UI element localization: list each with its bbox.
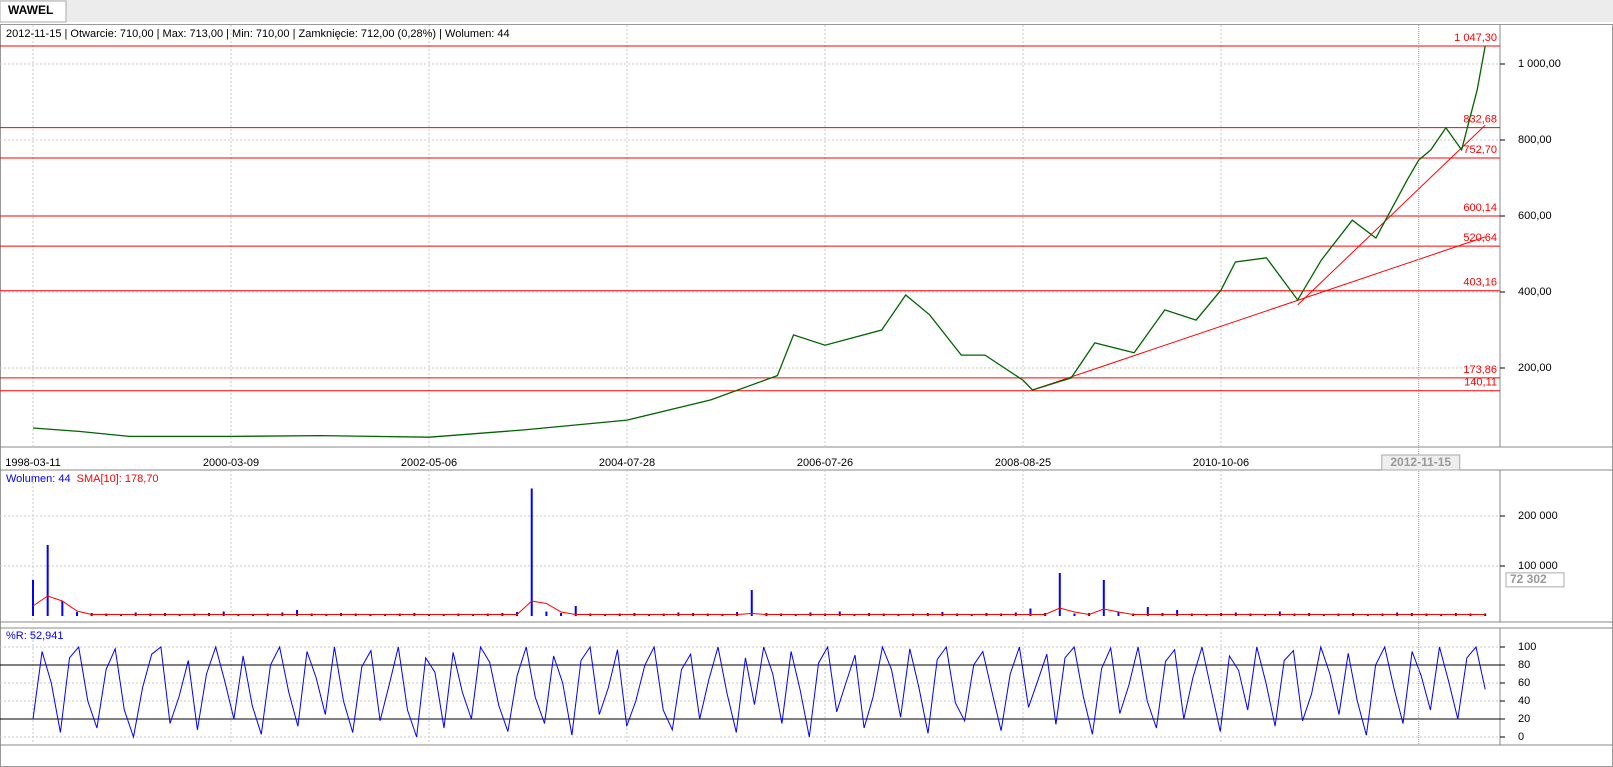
x-tick-label: 2002-05-06 bbox=[401, 457, 457, 469]
volume-bar bbox=[1117, 612, 1120, 616]
x-tick-label: 2008-08-25 bbox=[995, 457, 1051, 469]
volume-bar bbox=[369, 614, 372, 616]
volume-bar bbox=[838, 611, 841, 616]
current-value-label: 72 302 bbox=[1510, 572, 1547, 586]
x-tick-label: 1998-03-11 bbox=[5, 457, 60, 469]
volume-bar bbox=[32, 580, 34, 616]
y-tick-label: 20 bbox=[1518, 713, 1530, 725]
y-tick-label: 400,00 bbox=[1518, 286, 1552, 298]
volume-bar bbox=[560, 613, 563, 616]
legend-entry: Wolumen: 44 bbox=[6, 473, 71, 485]
panel-title: 2012-11-15 | Otwarcie: 710,00 | Max: 713… bbox=[6, 28, 510, 40]
level-label: 1 047,30 bbox=[1454, 32, 1497, 44]
y-tick-label: 80 bbox=[1518, 659, 1530, 671]
y-tick-label: 40 bbox=[1518, 695, 1530, 707]
y-tick-label: 0 bbox=[1518, 731, 1524, 743]
y-tick-label: 200 000 bbox=[1518, 510, 1558, 522]
panel-title: %R: 52,941 bbox=[6, 630, 63, 642]
x-tick-label: 2004-07-28 bbox=[599, 457, 655, 469]
tab[interactable] bbox=[0, 0, 67, 23]
volume-bar bbox=[222, 611, 225, 616]
volume-bar bbox=[1176, 610, 1179, 616]
volume-bar bbox=[252, 614, 255, 616]
y-tick-label: 100 000 bbox=[1518, 560, 1558, 572]
y-tick-label: 600,00 bbox=[1518, 210, 1552, 222]
volume-bar bbox=[530, 488, 533, 616]
level-label: 173,86 bbox=[1463, 364, 1497, 376]
volume-bar bbox=[296, 610, 299, 616]
trend-line bbox=[1297, 124, 1486, 306]
sma-line bbox=[32, 595, 1486, 616]
y-tick-label: 60 bbox=[1518, 677, 1530, 689]
volume-bar bbox=[61, 601, 64, 616]
volume-bar bbox=[1102, 580, 1105, 616]
level-label: 600,14 bbox=[1463, 202, 1497, 214]
cursor-box bbox=[1381, 454, 1461, 471]
legend-entry: SMA[10]: 178,70 bbox=[77, 473, 159, 485]
y-tick-label: 800,00 bbox=[1518, 134, 1552, 146]
x-tick-label: 2010-10-06 bbox=[1193, 457, 1249, 469]
cursor-label: 2012-11-15 bbox=[1390, 455, 1451, 469]
level-label: 752,70 bbox=[1463, 144, 1497, 156]
level-label: 832,68 bbox=[1463, 113, 1497, 125]
volume-bar bbox=[442, 614, 445, 616]
y-tick-label: 100 bbox=[1518, 641, 1536, 653]
volume-bar bbox=[750, 590, 753, 616]
volume-bar bbox=[1073, 613, 1076, 616]
tab-bar bbox=[0, 0, 1613, 22]
volume-bar bbox=[46, 545, 49, 616]
frame bbox=[0, 24, 1613, 767]
current-value-box bbox=[1505, 572, 1565, 588]
volume-bar bbox=[1278, 611, 1281, 616]
indicator-line bbox=[32, 645, 1486, 739]
x-tick-label: 2000-03-09 bbox=[203, 457, 259, 469]
level-label: 403,16 bbox=[1463, 277, 1497, 289]
trend-line bbox=[1032, 236, 1486, 391]
x-tick-label: 2006-07-26 bbox=[797, 457, 853, 469]
level-label: 140,11 bbox=[1464, 377, 1497, 389]
volume-bar bbox=[1058, 573, 1061, 616]
y-tick-label: 200,00 bbox=[1518, 362, 1552, 374]
volume-bar bbox=[76, 612, 79, 616]
volume-bar bbox=[574, 606, 577, 616]
volume-bar bbox=[1146, 607, 1149, 616]
y-tick-label: 1 000,00 bbox=[1518, 58, 1561, 70]
tab-label[interactable]: WAWEL bbox=[8, 3, 53, 17]
volume-bar bbox=[1029, 608, 1032, 616]
volume-bar bbox=[545, 611, 548, 616]
price-line bbox=[32, 45, 1486, 438]
